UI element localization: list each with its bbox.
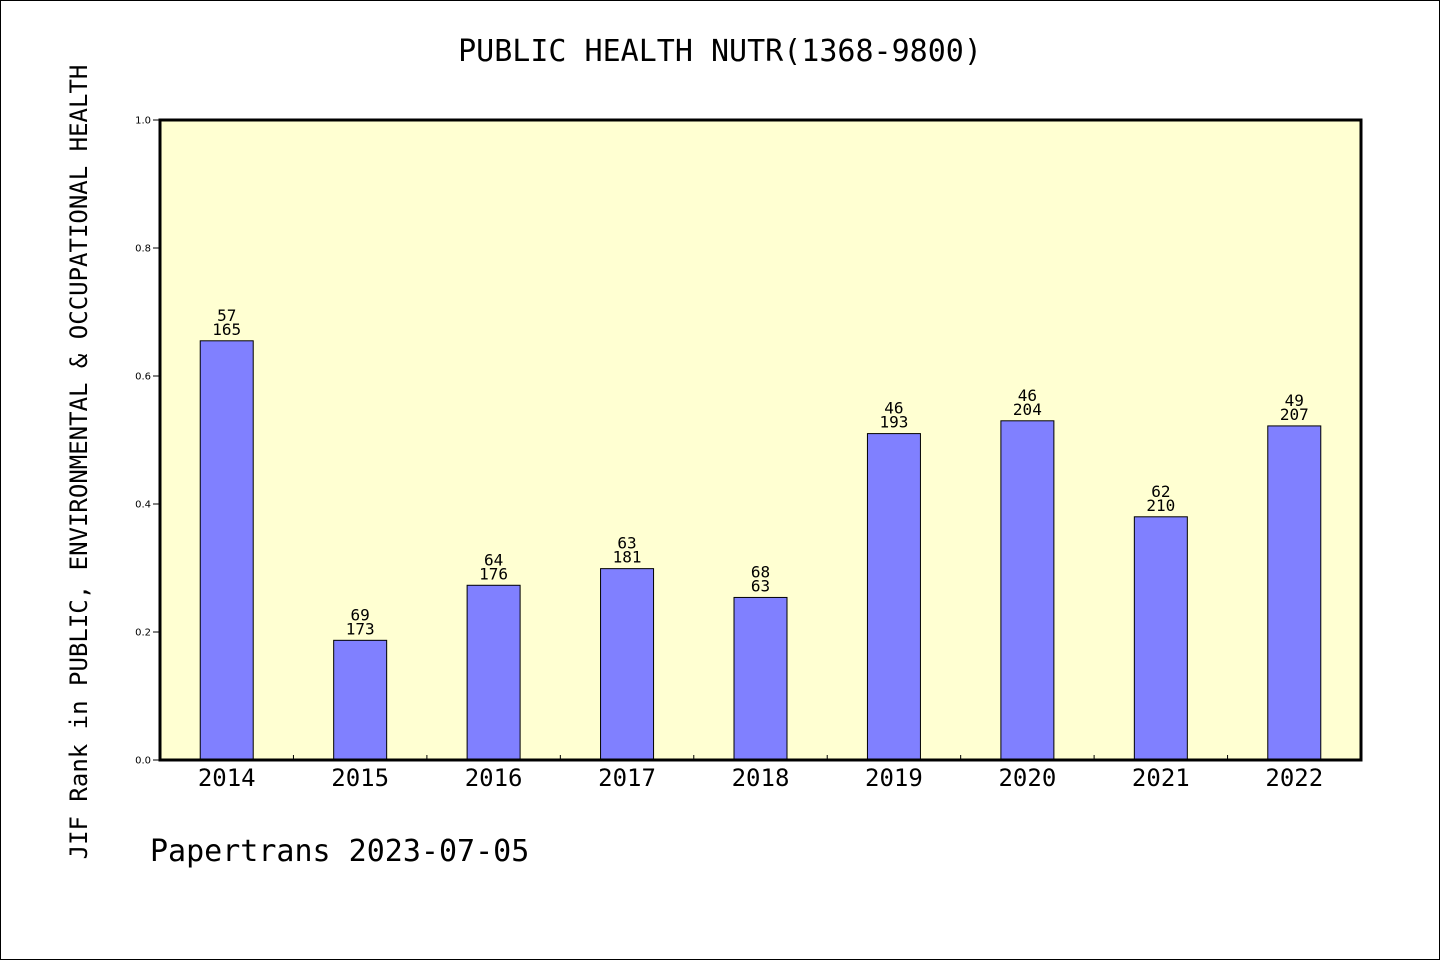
bar-2017 [600,568,655,761]
bar-2014 [199,340,254,761]
bar-total-label: 210 [1146,496,1175,515]
bar-total-label: 204 [1013,400,1042,419]
bar-2021 [1133,516,1188,761]
bar-total-label: 176 [479,564,508,583]
bar-2018 [733,596,788,761]
bar-rank-label: 49 [1285,391,1304,410]
bar-rank-label: 64 [484,550,503,569]
bar-2015 [333,639,388,761]
bar-rank-label: 69 [351,605,370,624]
x-tick-label: 2015 [331,764,389,792]
y-tick-label: 0.0 [135,756,151,767]
plot-border [158,118,1363,762]
x-tick-label: 2016 [465,764,523,792]
bar-rank-label: 57 [217,306,236,325]
bar-total-label: 207 [1280,405,1309,424]
bar-2022 [1267,425,1322,761]
x-tick-label: 2017 [598,764,656,792]
bar-rank-label: 46 [1018,386,1037,405]
bar-2019 [866,433,921,761]
bar-total-label: 193 [879,413,908,432]
bar-rank-label: 63 [617,534,636,553]
bar-total-label: 181 [613,548,642,567]
y-tick-label: 0.4 [135,500,151,511]
chart-title: PUBLIC HEALTH NUTR(1368-9800) [458,34,982,69]
x-tick-label: 2019 [865,764,923,792]
bar-rank-label: 68 [751,562,770,581]
y-tick-label: 0.2 [135,628,151,639]
y-tick-label: 1.0 [135,116,151,127]
bar-2020 [1000,420,1055,761]
bar-2016 [466,584,521,761]
footer-text: Papertrans 2023-07-05 [150,834,530,869]
y-tick-label: 0.6 [135,372,151,383]
y-tick-label: 0.8 [135,244,151,255]
bar-total-label: 173 [346,619,375,638]
x-tick-label: 2018 [732,764,790,792]
x-tick-label: 2014 [198,764,256,792]
bar-total-label: 63 [751,576,770,595]
bar-rank-label: 62 [1151,482,1170,501]
bar-rank-label: 46 [884,399,903,418]
bar-total-label: 165 [212,320,241,339]
x-tick-label: 2022 [1265,764,1323,792]
x-tick-label: 2021 [1132,764,1190,792]
x-tick-label: 2020 [998,764,1056,792]
